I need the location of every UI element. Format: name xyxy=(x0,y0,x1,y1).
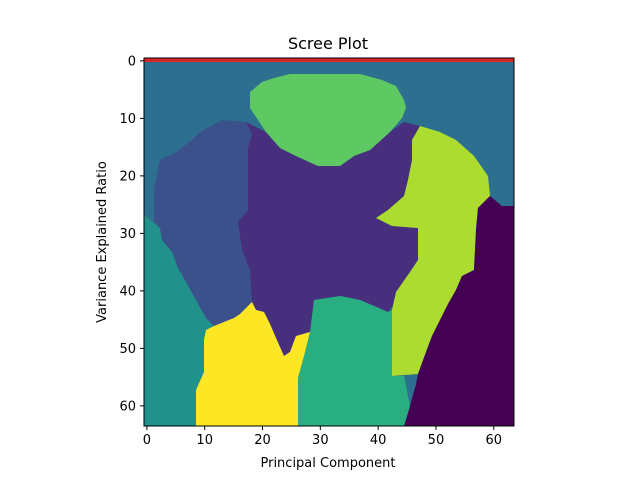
y-tick-label: 50 xyxy=(119,342,136,357)
x-axis: 0 10 20 30 40 50 60 xyxy=(143,426,502,448)
plot-frame xyxy=(143,57,515,427)
region-teal-green-left xyxy=(144,215,214,426)
y-tick-label: 20 xyxy=(119,169,136,184)
x-tick-label: 30 xyxy=(312,433,329,448)
x-tick-label: 50 xyxy=(428,433,445,448)
y-tick-label: 40 xyxy=(119,284,136,299)
region-blue-left xyxy=(154,120,252,326)
region-indigo-center xyxy=(238,122,420,356)
y-tick-label: 30 xyxy=(119,227,136,242)
heatmap-regions xyxy=(144,58,514,426)
region-dark-purple-right xyxy=(404,196,514,426)
x-axis-label: Principal Component xyxy=(260,456,395,471)
y-axis: 0 10 20 30 40 50 60 xyxy=(119,54,144,414)
x-tick-label: 10 xyxy=(196,433,213,448)
x-tick-label: 20 xyxy=(254,433,271,448)
y-tick-label: 0 xyxy=(128,54,136,69)
region-yellow-bottom xyxy=(196,302,310,426)
x-tick-label: 0 xyxy=(143,433,151,448)
x-tick-label: 60 xyxy=(485,433,502,448)
region-green-bottom xyxy=(298,296,410,426)
y-axis-label: Variance Explained Ratio xyxy=(95,161,110,323)
region-light-green-top xyxy=(250,74,406,166)
region-top-band xyxy=(144,58,514,62)
region-lime-right xyxy=(376,126,490,376)
y-tick-label: 60 xyxy=(119,399,136,414)
y-tick-label: 10 xyxy=(119,112,136,127)
x-tick-label: 40 xyxy=(370,433,387,448)
chart-title: Scree Plot xyxy=(288,34,368,53)
